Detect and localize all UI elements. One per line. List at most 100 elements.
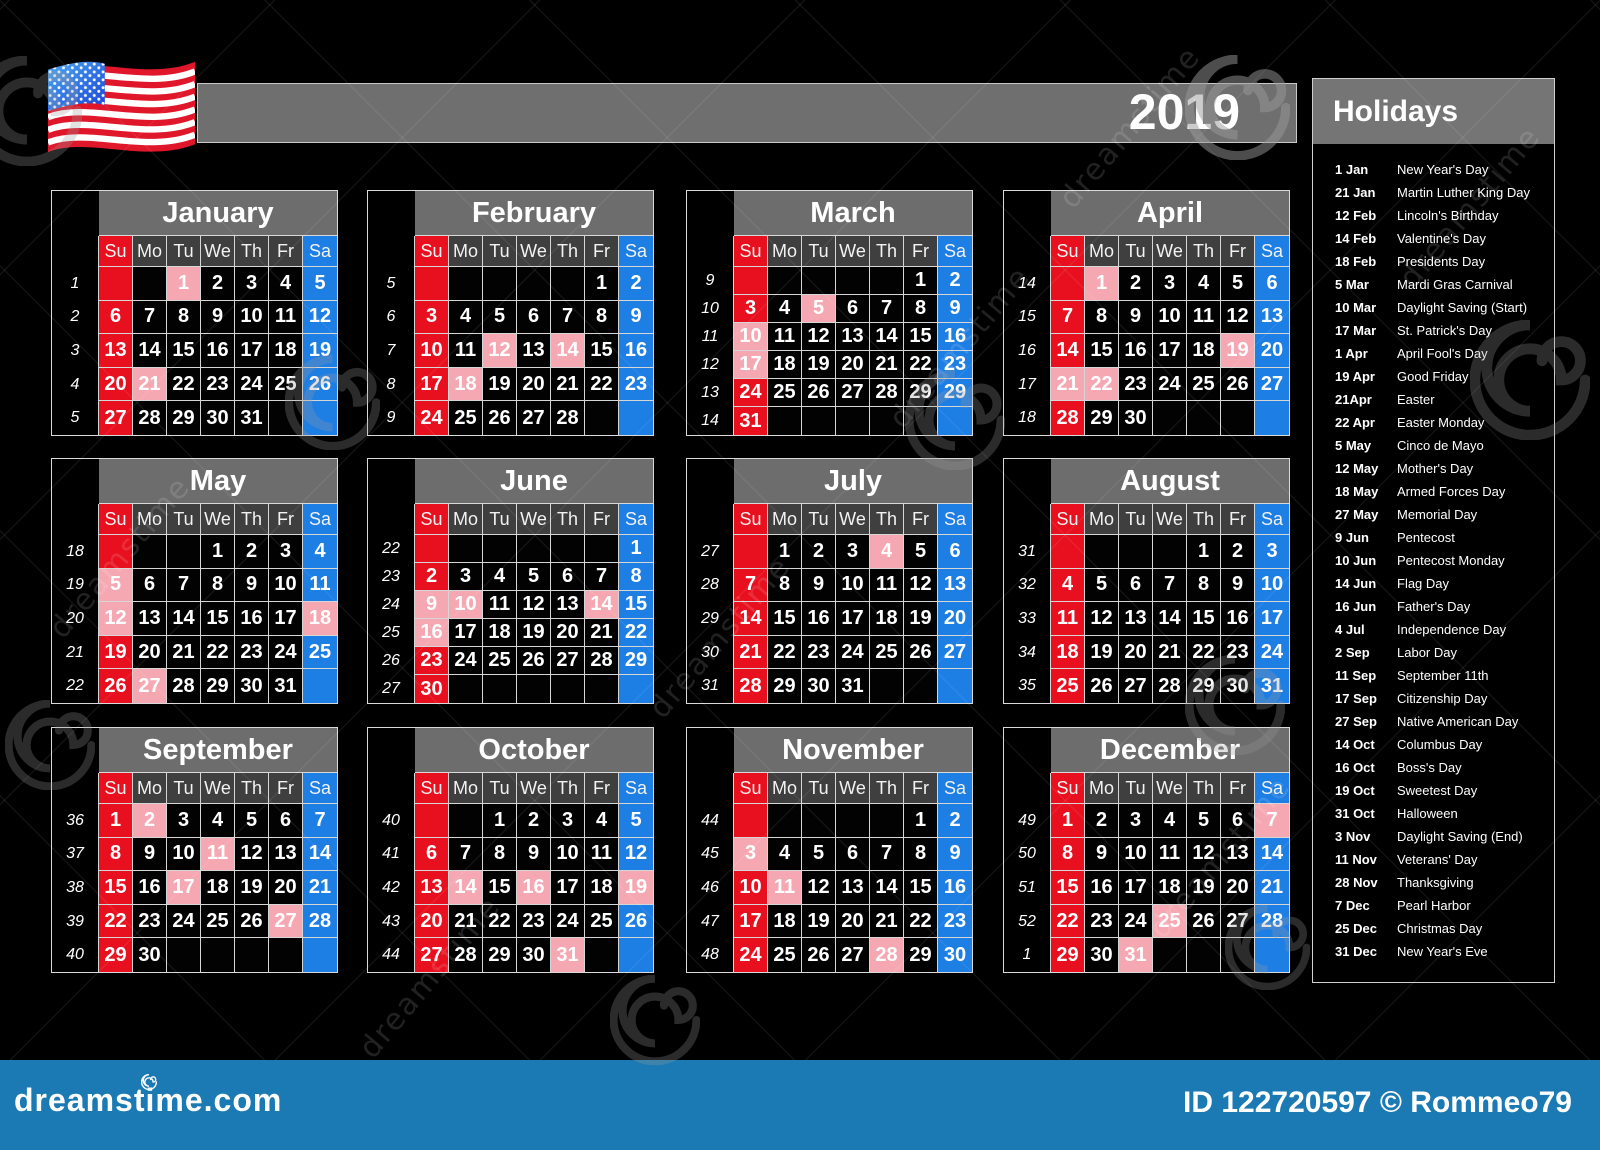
day-cell: 27	[938, 635, 972, 670]
week-number-cell: 20	[52, 602, 99, 636]
month-march: March Su Mo Tu We Th Fr Sa 9 1 2 10 3 4 5 6 7 8 9 11 10 11 12 1…	[686, 190, 973, 436]
day-cell: 2	[201, 267, 235, 301]
month-title: February	[415, 191, 653, 236]
month-title: May	[99, 459, 337, 504]
week-number-cell: 30	[687, 635, 734, 670]
month-grid: Su Mo Tu We Th Fr Sa 31 1 2 3 32 4 5 6 7 8 9 10 33 11 12 13 14 1…	[1004, 504, 1289, 703]
day-cell: 11	[1153, 837, 1187, 872]
day-cell: 25	[449, 401, 483, 435]
day-cell: 30	[802, 669, 836, 703]
day-cell: 9	[619, 300, 653, 335]
day-cell: 15	[483, 871, 517, 905]
empty-day-cell	[415, 535, 449, 563]
weekday-header-cell: Su	[415, 504, 449, 535]
day-cell: 13	[551, 591, 585, 619]
day-cell: 21	[167, 635, 201, 670]
day-cell: 1	[483, 804, 517, 838]
day-cell: 19	[517, 619, 551, 647]
day-cell: 22	[768, 635, 802, 670]
day-cell: 6	[415, 837, 449, 872]
holiday-name: Native American Day	[1397, 714, 1519, 729]
day-cell: 8	[1187, 568, 1221, 603]
day-cell: 6	[836, 837, 870, 872]
empty-day-cell	[1221, 938, 1255, 972]
empty-day-cell	[836, 804, 870, 838]
day-cell: 12	[619, 837, 653, 872]
empty-day-cell	[269, 401, 303, 435]
day-cell: 6	[938, 535, 972, 569]
day-cell: 18	[269, 334, 303, 368]
weekday-header-cell: Su	[734, 236, 768, 267]
empty-day-cell	[303, 401, 337, 435]
day-cell: 22	[167, 367, 201, 402]
holiday-day-cell: 9	[415, 591, 449, 619]
day-cell: 18	[1187, 334, 1221, 368]
week-number-cell: 51	[1004, 871, 1051, 905]
holiday-date: 17 Mar	[1335, 323, 1377, 338]
week-number-cell: 44	[368, 938, 415, 972]
empty-day-cell	[517, 267, 551, 301]
day-cell: 20	[938, 602, 972, 636]
month-june: June Su Mo Tu We Th Fr Sa 22 1 23 2 3 4 5 6 7 8 24 9 10 11 12 1…	[367, 458, 654, 704]
holiday-name: Daylight Saving (Start)	[1397, 300, 1528, 315]
weekday-header-cell: Th	[235, 773, 269, 804]
day-cell: 9	[1119, 300, 1153, 335]
day-cell: 31	[836, 669, 870, 703]
day-cell: 13	[269, 837, 303, 872]
holiday-row: 10 Mar Daylight Saving (Start)	[1313, 296, 1554, 319]
week-number-cell: 23	[368, 563, 415, 591]
day-cell: 9	[517, 837, 551, 872]
week-number-cell: 7	[368, 334, 415, 368]
empty-day-cell	[517, 535, 551, 563]
day-cell: 7	[551, 300, 585, 335]
day-cell: 7	[1051, 300, 1085, 335]
day-cell: 7	[585, 563, 619, 591]
day-cell: 15	[585, 334, 619, 368]
day-cell: 27	[551, 647, 585, 675]
holiday-date: 2 Sep	[1335, 645, 1370, 660]
day-cell: 13	[517, 334, 551, 368]
holiday-date: 10 Mar	[1335, 300, 1377, 315]
weekday-header-cell: Su	[1051, 504, 1085, 535]
holiday-name: Thanksgiving	[1397, 875, 1474, 890]
day-cell: 1	[201, 535, 235, 569]
day-cell: 2	[235, 535, 269, 569]
holiday-date: 12 May	[1335, 461, 1379, 476]
day-cell: 2	[619, 267, 653, 301]
month-corner	[368, 504, 415, 535]
day-cell: 23	[938, 351, 972, 379]
holiday-date: 14 Oct	[1335, 737, 1375, 752]
week-number-cell: 3	[52, 334, 99, 368]
day-cell: 1	[904, 804, 938, 838]
week-number-cell: 48	[687, 938, 734, 972]
month-title: March	[734, 191, 972, 236]
day-cell: 16	[133, 871, 167, 905]
day-cell: 13	[836, 871, 870, 905]
holiday-day-cell: 18	[449, 367, 483, 402]
day-cell: 27	[1221, 904, 1255, 939]
holiday-row: 31 Dec New Year's Eve	[1313, 940, 1554, 963]
day-cell: 1	[904, 267, 938, 295]
day-cell: 3	[1255, 535, 1289, 569]
footer-bar: dreamstime.com ID 122720597 © Rommeo79	[0, 1060, 1600, 1150]
week-number-cell: 49	[1004, 804, 1051, 838]
holiday-name: Mother's Day	[1397, 461, 1474, 476]
day-cell: 26	[483, 401, 517, 435]
day-cell: 6	[1119, 568, 1153, 603]
weekday-header-cell: Mo	[449, 773, 483, 804]
weekday-header-cell: Fr	[904, 773, 938, 804]
holiday-row: 22 Apr Easter Monday	[1313, 411, 1554, 434]
weekday-header-cell: We	[201, 773, 235, 804]
day-cell: 17	[1153, 334, 1187, 368]
holiday-name: Good Friday	[1397, 369, 1469, 384]
day-cell: 27	[415, 938, 449, 972]
weekday-header-cell: Th	[551, 504, 585, 535]
day-cell: 26	[303, 367, 337, 402]
day-cell: 10	[269, 568, 303, 603]
week-number-cell: 9	[368, 401, 415, 435]
day-cell: 12	[802, 323, 836, 351]
holiday-name: New Year's Day	[1397, 162, 1489, 177]
day-cell: 11	[449, 334, 483, 368]
weekday-header-cell: Fr	[585, 236, 619, 267]
